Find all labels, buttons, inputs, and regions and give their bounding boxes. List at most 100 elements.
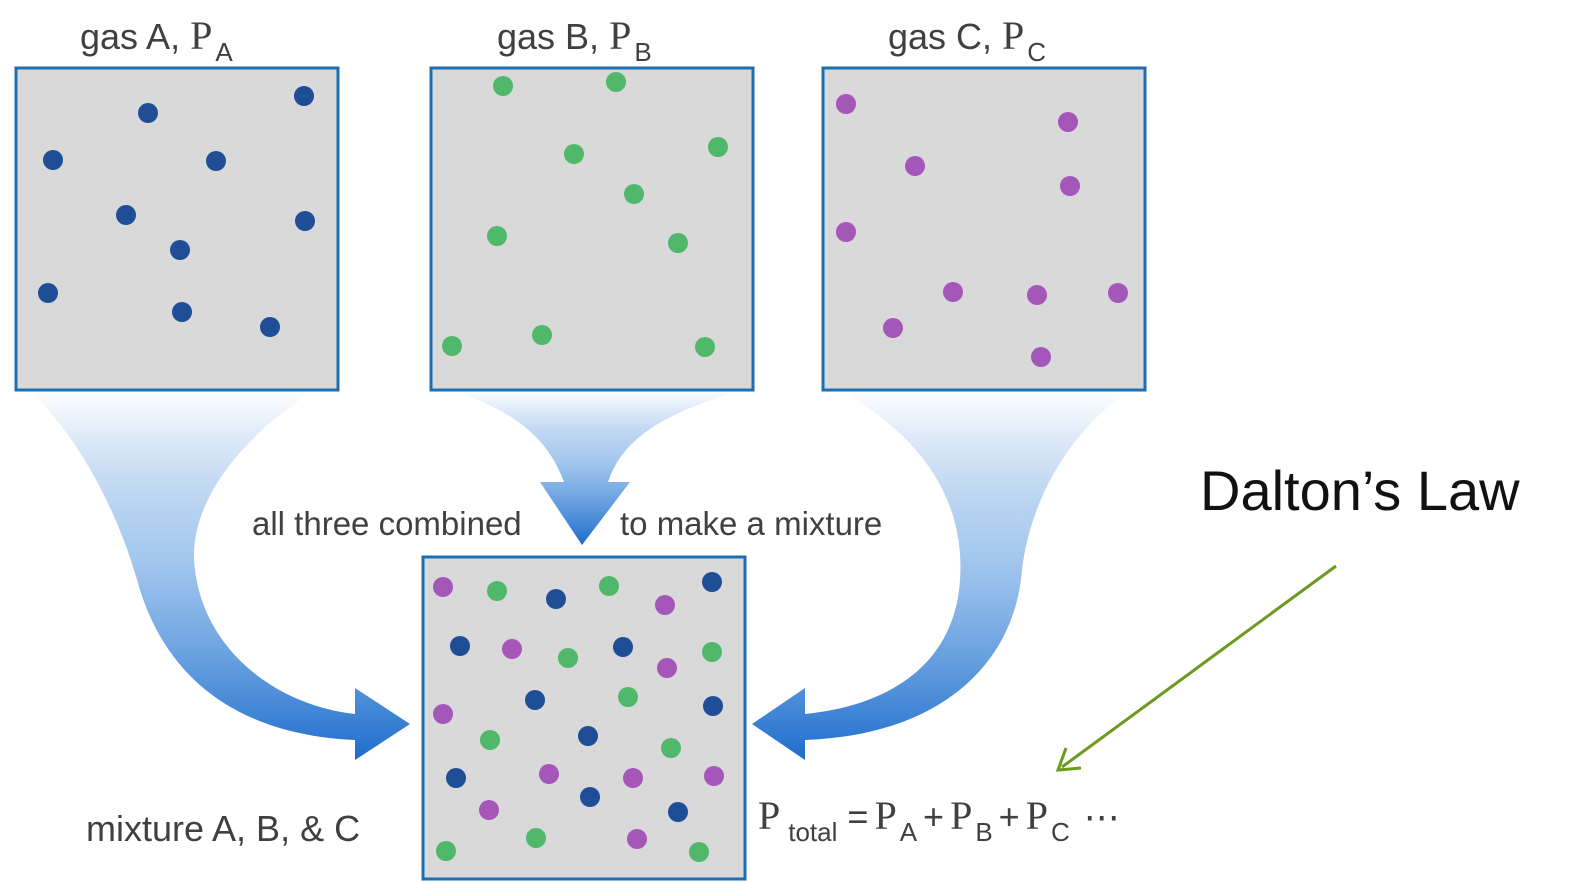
- gas-b-pressure-sub: B: [634, 37, 652, 67]
- mixture-particle-b: [526, 828, 546, 848]
- gas-b-particle: [442, 336, 462, 356]
- gas-c-particle: [1031, 347, 1051, 367]
- gas-c-pressure-symbol: P: [1002, 13, 1025, 58]
- gas-b-particle: [708, 137, 728, 157]
- eq-plus-1: +: [923, 796, 945, 837]
- eq-pc-symbol: P: [1025, 793, 1048, 838]
- mixture-box: [421, 555, 747, 881]
- dalton-pointer-arrow: [1055, 564, 1337, 772]
- gas-b-particle: [487, 226, 507, 246]
- mixture-particle-c: [479, 800, 499, 820]
- mixture-particle-c: [502, 639, 522, 659]
- gas-b-pressure-symbol: P: [609, 13, 632, 58]
- gas-c-particle: [1060, 176, 1080, 196]
- mixture-particle-a: [613, 637, 633, 657]
- mixture-particle-b: [689, 842, 709, 862]
- mixture-particle-b: [599, 576, 619, 596]
- gas-b-particle: [606, 72, 626, 92]
- gas-c-particle: [1027, 285, 1047, 305]
- gas-c-particles: [836, 94, 1128, 367]
- mixture-particle-c: [539, 764, 559, 784]
- mixture-particle-b: [487, 581, 507, 601]
- gas-c-particle: [836, 94, 856, 114]
- gas-c-pressure-sub: C: [1027, 37, 1047, 67]
- mixture-particle-b: [661, 738, 681, 758]
- combined-caption-right: to make a mixture: [620, 505, 883, 542]
- gas-a-particle: [206, 151, 226, 171]
- mixture-particle-a: [578, 726, 598, 746]
- gas-a-particle: [170, 240, 190, 260]
- gas-c-particle: [883, 318, 903, 338]
- gas-c-particle: [943, 282, 963, 302]
- gas-b-particle: [493, 76, 513, 96]
- eq-ellipsis: ⋯: [1083, 796, 1120, 837]
- mixture-particle-a: [525, 690, 545, 710]
- gas-a-particle: [38, 283, 58, 303]
- gas-b-box: [429, 66, 755, 392]
- eq-total-sub: total: [788, 817, 838, 847]
- flow-arrow-left: [30, 390, 410, 760]
- gas-a-particle: [260, 317, 280, 337]
- mixture-particle-b: [480, 730, 500, 750]
- mixture-particle-c: [433, 704, 453, 724]
- gas-a-particle: [294, 86, 314, 106]
- mixture-particle-c: [655, 595, 675, 615]
- dalton-law-title: Dalton’s Law: [1200, 459, 1520, 522]
- mixture-particles: [433, 572, 724, 862]
- mixture-particle-c: [433, 577, 453, 597]
- gas-a-particle: [138, 103, 158, 123]
- eq-pa-sub: A: [899, 817, 918, 847]
- gas-b-particle: [695, 337, 715, 357]
- mixture-particle-a: [450, 636, 470, 656]
- mixture-particle-c: [704, 766, 724, 786]
- mixture-particle-a: [580, 787, 600, 807]
- mixture-particle-b: [436, 841, 456, 861]
- mixture-label: mixture A, B, & C: [86, 808, 361, 849]
- gas-a-pressure-symbol: P: [190, 13, 213, 58]
- mixture-particle-a: [546, 589, 566, 609]
- mixture-particle-c: [623, 768, 643, 788]
- mixture-particle-a: [668, 802, 688, 822]
- eq-equals: =: [847, 796, 869, 837]
- mixture-particle-a: [446, 768, 466, 788]
- flow-arrow-right: [752, 390, 1130, 760]
- gas-c-label-text: gas C,: [888, 16, 1003, 57]
- gas-a-particle: [172, 302, 192, 322]
- gas-b-particle: [668, 233, 688, 253]
- gas-a-label-text: gas A,: [80, 16, 191, 57]
- gas-a-particle: [43, 150, 63, 170]
- eq-pb-sub: B: [975, 817, 993, 847]
- gas-b-particle: [624, 184, 644, 204]
- gas-b-particle: [564, 144, 584, 164]
- mixture-particle-a: [702, 572, 722, 592]
- gas-a-box: [14, 66, 340, 392]
- gas-c-particle: [905, 156, 925, 176]
- mixture-particle-b: [702, 642, 722, 662]
- combined-caption-left: all three combined: [252, 505, 522, 542]
- gas-c-particle: [836, 222, 856, 242]
- mixture-particle-a: [703, 696, 723, 716]
- gas-a-particle: [295, 211, 315, 231]
- eq-total-symbol: P: [758, 793, 781, 838]
- mixture-particle-b: [558, 648, 578, 668]
- gas-b-particles: [442, 72, 728, 357]
- gas-b-particle: [532, 325, 552, 345]
- gas-c-particle: [1058, 112, 1078, 132]
- gas-a-particles: [38, 86, 315, 337]
- gas-b-label-text: gas B,: [497, 16, 610, 57]
- mixture-particle-c: [657, 658, 677, 678]
- mixture-particle-b: [618, 687, 638, 707]
- eq-plus-2: +: [998, 796, 1020, 837]
- gas-c-box: [821, 66, 1147, 392]
- gas-a-pressure-sub: A: [215, 37, 233, 67]
- gas-a-particle: [116, 205, 136, 225]
- gas-c-particle: [1108, 283, 1128, 303]
- eq-pb-symbol: P: [950, 793, 973, 838]
- flow-arrow-middle: [455, 390, 740, 545]
- mixture-particle-c: [627, 829, 647, 849]
